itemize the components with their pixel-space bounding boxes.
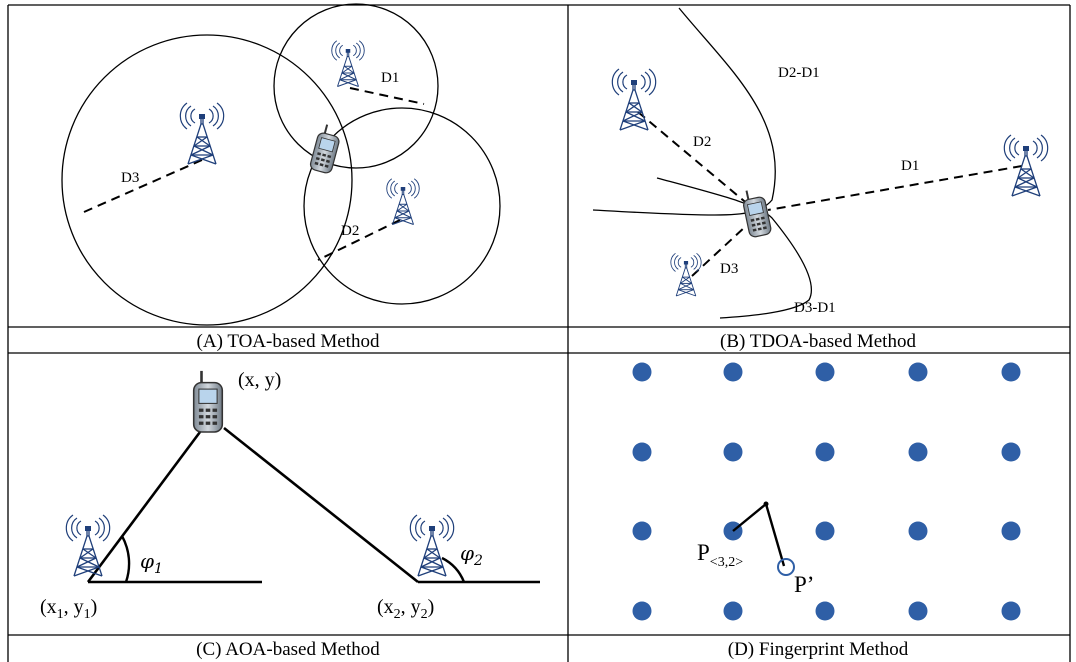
angle-arc-1 (120, 535, 131, 583)
panel-aoa: (x, y) φ1 φ2 (x1, y1) (x2, y2) (C) AOA-b… (40, 369, 540, 660)
radio-tower-icon (179, 102, 225, 165)
label-d2-d1: D2-D1 (778, 65, 820, 81)
reference-point (632, 601, 652, 621)
caption-tdoa: (B) TDOA-based Method (720, 331, 916, 352)
panel-toa: D1 D2 D3 (A) TOA-based Method (61, 3, 501, 352)
link-line-2 (764, 503, 786, 567)
link-line-1 (732, 503, 767, 532)
reference-point (723, 362, 743, 382)
panel-grid (7, 4, 1071, 662)
angle-arc-2 (441, 556, 466, 583)
label-d2: D2 (341, 223, 359, 239)
reference-point (908, 362, 928, 382)
reference-point (1001, 362, 1021, 382)
mobile-phone-icon (192, 369, 224, 434)
reference-point (815, 601, 835, 621)
distance-d3-line (83, 159, 203, 213)
reference-point (1001, 442, 1021, 462)
label-mobile-position: (x, y) (238, 369, 281, 391)
mobile-phone-icon (739, 186, 773, 239)
hyperbola-d2-d1 (592, 7, 776, 216)
label-d3: D3 (720, 261, 738, 277)
label-bs1-position: (x1, y1) (40, 596, 97, 622)
label-d1: D1 (901, 158, 919, 174)
reference-point (815, 362, 835, 382)
distance-d2-line (637, 111, 751, 207)
label-d3: D3 (121, 170, 139, 186)
reference-point (908, 442, 928, 462)
reference-point (1001, 521, 1021, 541)
radio-tower-icon (65, 514, 111, 577)
radio-tower-icon (386, 178, 420, 225)
label-d2: D2 (693, 134, 711, 150)
label-bs2-position: (x2, y2) (377, 596, 434, 622)
caption-aoa: (C) AOA-based Method (196, 639, 380, 660)
reference-point (815, 442, 835, 462)
label-reference-point: P<3,2> (697, 540, 743, 570)
range-circle-1 (273, 3, 439, 169)
label-d3-d1: D3-D1 (794, 300, 836, 316)
estimated-point (777, 558, 795, 576)
radio-tower-icon (670, 252, 702, 297)
distance-d1-line (767, 165, 1023, 211)
reference-point (632, 362, 652, 382)
reference-point (723, 601, 743, 621)
range-circle-3 (61, 34, 353, 326)
distance-d3-line (691, 225, 747, 277)
radio-tower-icon (331, 40, 365, 87)
label-phi-2: φ2 (460, 541, 483, 569)
hyperbola-d3-d1 (656, 177, 812, 319)
radio-tower-icon (409, 514, 455, 577)
reference-point (632, 442, 652, 462)
reference-point (908, 521, 928, 541)
bearing-line-2 (223, 426, 419, 584)
range-circle-2 (303, 107, 501, 305)
panel-fingerprint: P<3,2> P’ (D) Fingerprint Method (632, 362, 1021, 660)
reference-point (908, 601, 928, 621)
reference-point (815, 521, 835, 541)
panel-tdoa: D2-D1 D2 D1 D3 D3-D1 (B) TDOA-based Meth… (592, 7, 1049, 352)
bearing-line-1 (86, 431, 202, 583)
radio-tower-icon (611, 68, 657, 131)
intermediate-point (763, 501, 769, 507)
reference-point (632, 521, 652, 541)
reference-point (723, 442, 743, 462)
reference-point (1001, 601, 1021, 621)
caption-toa: (A) TOA-based Method (197, 331, 380, 352)
label-phi-1: φ1 (140, 549, 163, 577)
label-estimated-point: P’ (794, 572, 814, 597)
radio-tower-icon (1003, 134, 1049, 197)
caption-fingerprint: (D) Fingerprint Method (728, 639, 909, 660)
reference-point-grid (632, 362, 1021, 621)
distance-d1-line (349, 87, 425, 105)
distance-d2-line (317, 219, 401, 261)
label-d1: D1 (381, 70, 399, 86)
